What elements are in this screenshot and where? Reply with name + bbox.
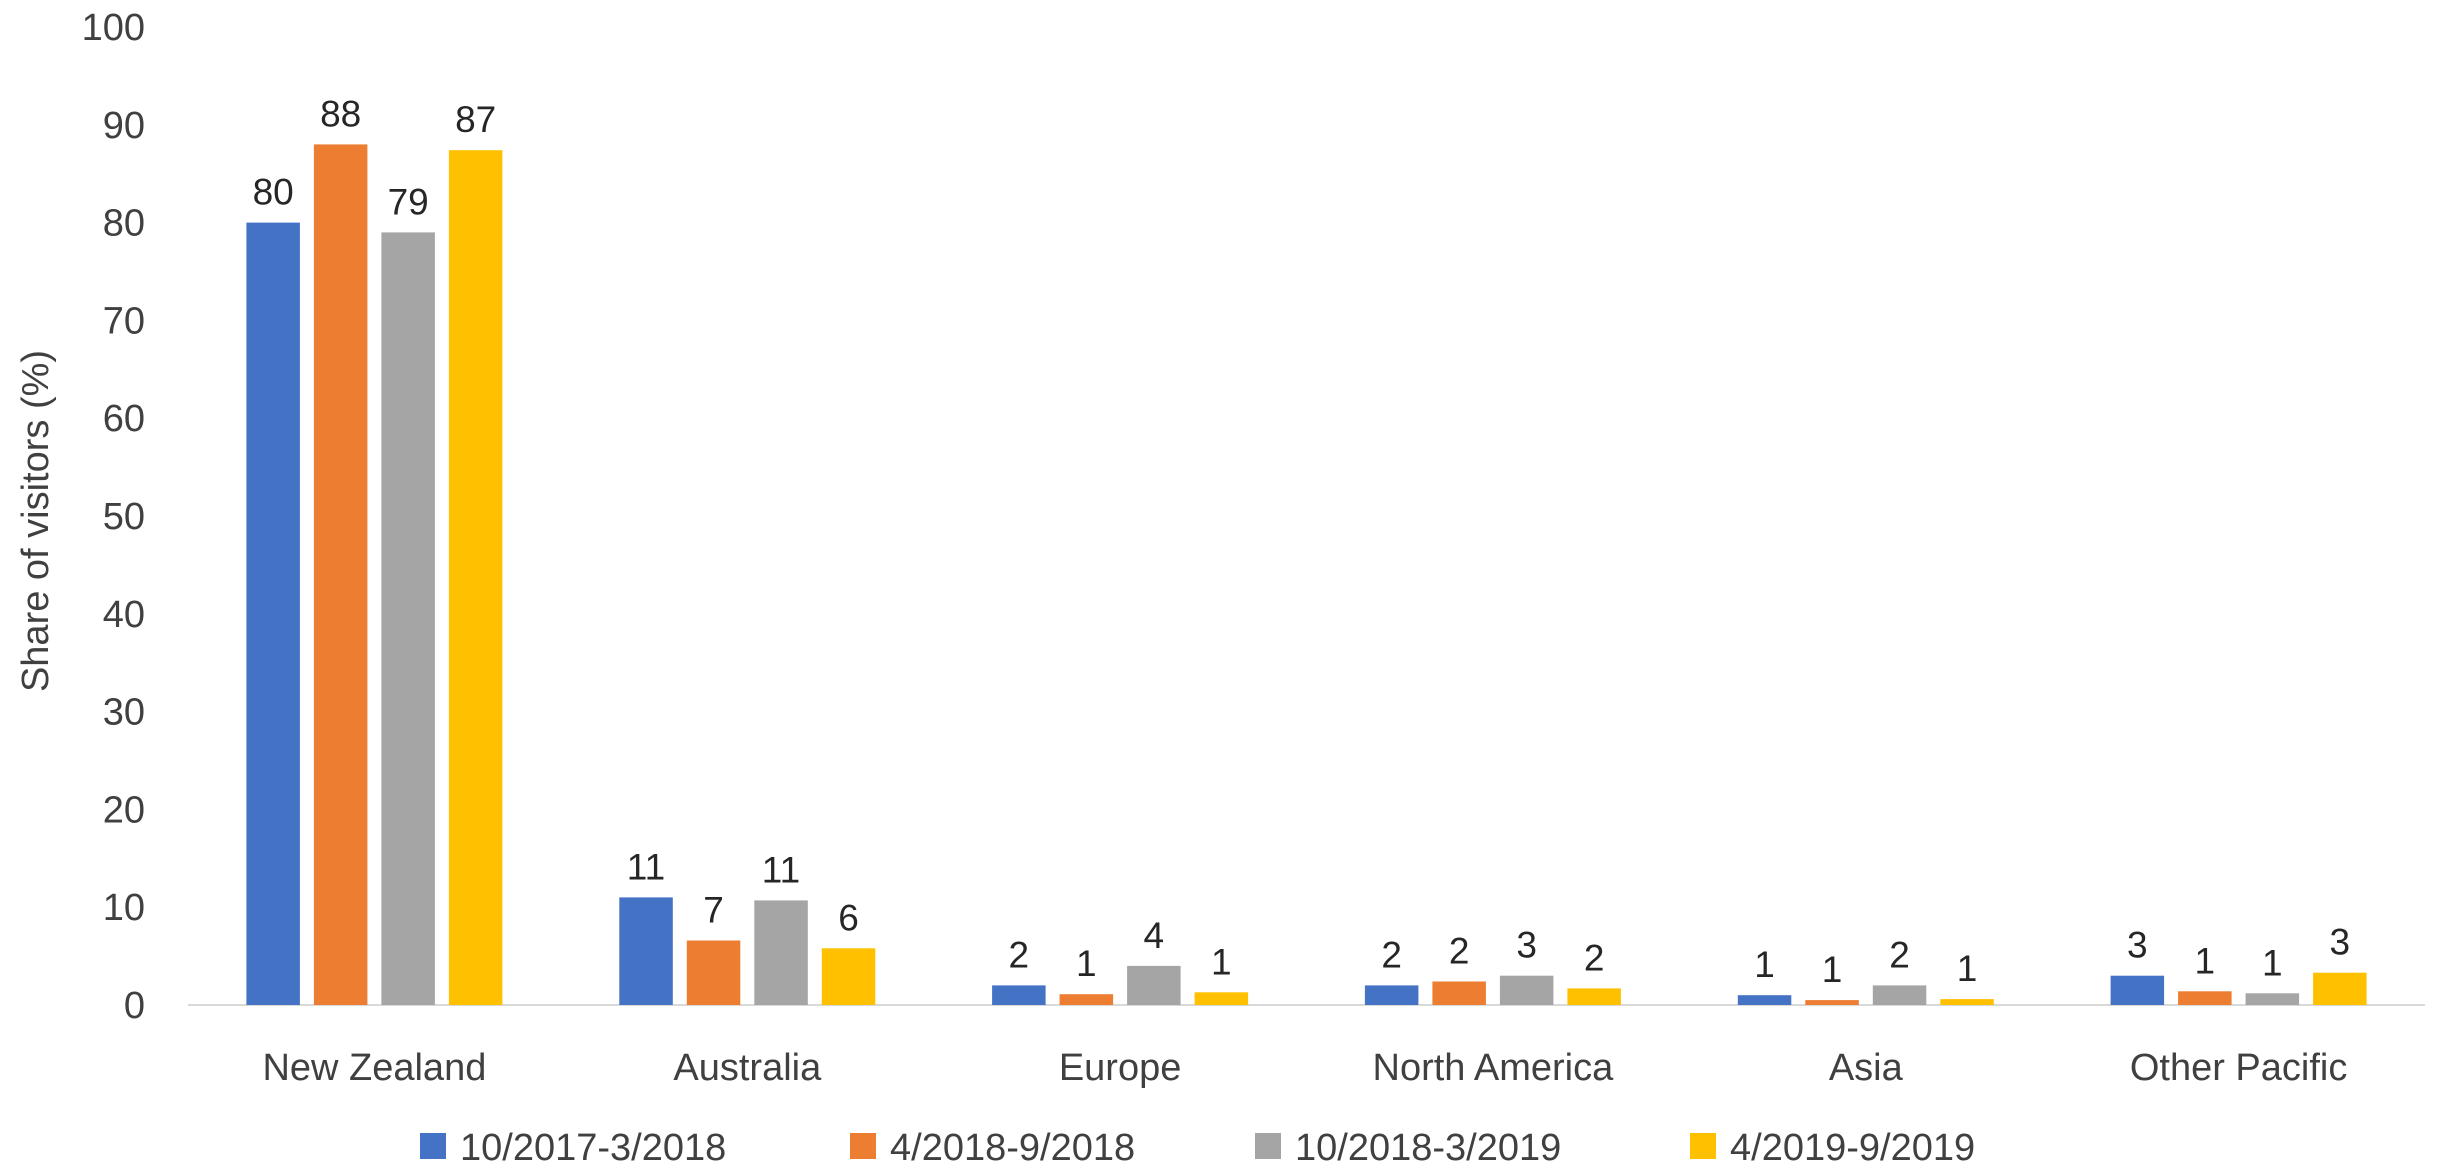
data-label: 80 bbox=[253, 172, 294, 213]
bars bbox=[246, 144, 2367, 1006]
y-tick-label: 90 bbox=[103, 105, 145, 147]
data-label: 2 bbox=[1449, 931, 1470, 972]
bar bbox=[1194, 992, 1249, 1005]
data-label: 6 bbox=[838, 897, 859, 938]
bar bbox=[992, 985, 1046, 1005]
bar bbox=[2178, 991, 2232, 1005]
bar bbox=[821, 948, 876, 1005]
bar bbox=[686, 940, 741, 1005]
bar bbox=[448, 150, 503, 1005]
category-label: Europe bbox=[1059, 1047, 1182, 1089]
legend-swatch bbox=[850, 1133, 876, 1159]
data-label: 3 bbox=[2330, 922, 2351, 963]
data-label: 2 bbox=[1009, 934, 1030, 975]
data-label: 1 bbox=[1957, 948, 1978, 989]
data-label: 79 bbox=[388, 181, 429, 222]
data-label: 1 bbox=[1754, 944, 1775, 985]
bar bbox=[1127, 965, 1181, 1005]
legend: 10/2017-3/2018 4/2018-9/2018 10/2018-3/201… bbox=[420, 1127, 1975, 1169]
y-tick-label: 40 bbox=[103, 594, 145, 636]
bar bbox=[2110, 975, 2165, 1005]
data-label: 7 bbox=[703, 890, 724, 931]
data-label: 87 bbox=[455, 99, 496, 140]
category-label: North America bbox=[1373, 1047, 1615, 1089]
legend-swatch bbox=[420, 1133, 446, 1159]
legend-label: 4/2018-9/2018 bbox=[890, 1127, 1135, 1169]
legend-swatch bbox=[1690, 1133, 1716, 1159]
legend-swatch bbox=[1255, 1133, 1281, 1159]
y-tick-label: 50 bbox=[103, 496, 145, 538]
bar bbox=[1940, 999, 1994, 1005]
data-label: 1 bbox=[1211, 941, 1232, 982]
bar bbox=[1737, 995, 1792, 1005]
data-label: 2 bbox=[1381, 934, 1402, 975]
bar bbox=[1432, 981, 1486, 1005]
category-label: Asia bbox=[1829, 1047, 1904, 1089]
category-labels: New Zealand Australia Europe North America A… bbox=[262, 1047, 2347, 1089]
y-tick-label: 100 bbox=[82, 7, 145, 49]
bar bbox=[1567, 988, 1621, 1005]
y-axis-label: Share of visitors (%) bbox=[15, 350, 57, 692]
data-label: 11 bbox=[762, 849, 800, 890]
y-axis-ticks: 0 10 20 30 40 50 60 70 80 90 100 bbox=[82, 7, 145, 1027]
data-label: 11 bbox=[627, 846, 665, 887]
category-label: Other Pacific bbox=[2130, 1047, 2348, 1089]
data-label: 4 bbox=[1144, 915, 1165, 956]
bar bbox=[381, 232, 435, 1005]
bar bbox=[2313, 972, 2367, 1005]
legend-label: 10/2018-3/2019 bbox=[1295, 1127, 1561, 1169]
data-label: 3 bbox=[1516, 925, 1537, 966]
data-label: 2 bbox=[1889, 934, 1910, 975]
y-tick-label: 80 bbox=[103, 203, 145, 245]
data-label: 1 bbox=[1076, 943, 1097, 984]
y-tick-label: 30 bbox=[103, 692, 145, 734]
bar bbox=[246, 222, 300, 1006]
bar bbox=[1499, 975, 1554, 1005]
bar bbox=[619, 897, 673, 1005]
bar bbox=[2245, 993, 2300, 1005]
data-label: 88 bbox=[320, 93, 361, 134]
y-tick-label: 0 bbox=[124, 985, 145, 1027]
legend-label: 10/2017-3/2018 bbox=[460, 1127, 726, 1169]
bar bbox=[1364, 985, 1419, 1005]
bar bbox=[1059, 994, 1114, 1005]
bar bbox=[1805, 1000, 1859, 1005]
bar bbox=[754, 900, 808, 1005]
legend-label: 4/2019-9/2019 bbox=[1730, 1127, 1975, 1169]
category-label: Australia bbox=[673, 1047, 822, 1089]
y-tick-label: 10 bbox=[103, 887, 145, 929]
y-tick-label: 70 bbox=[103, 300, 145, 342]
data-label: 1 bbox=[2262, 942, 2283, 983]
data-label: 1 bbox=[1822, 949, 1843, 990]
data-label: 1 bbox=[2195, 940, 2216, 981]
data-label: 3 bbox=[2127, 925, 2148, 966]
category-label: New Zealand bbox=[262, 1047, 486, 1089]
y-tick-label: 60 bbox=[103, 398, 145, 440]
bar bbox=[313, 144, 368, 1005]
data-label: 2 bbox=[1584, 937, 1605, 978]
y-tick-label: 20 bbox=[103, 789, 145, 831]
bar bbox=[1872, 985, 1927, 1005]
